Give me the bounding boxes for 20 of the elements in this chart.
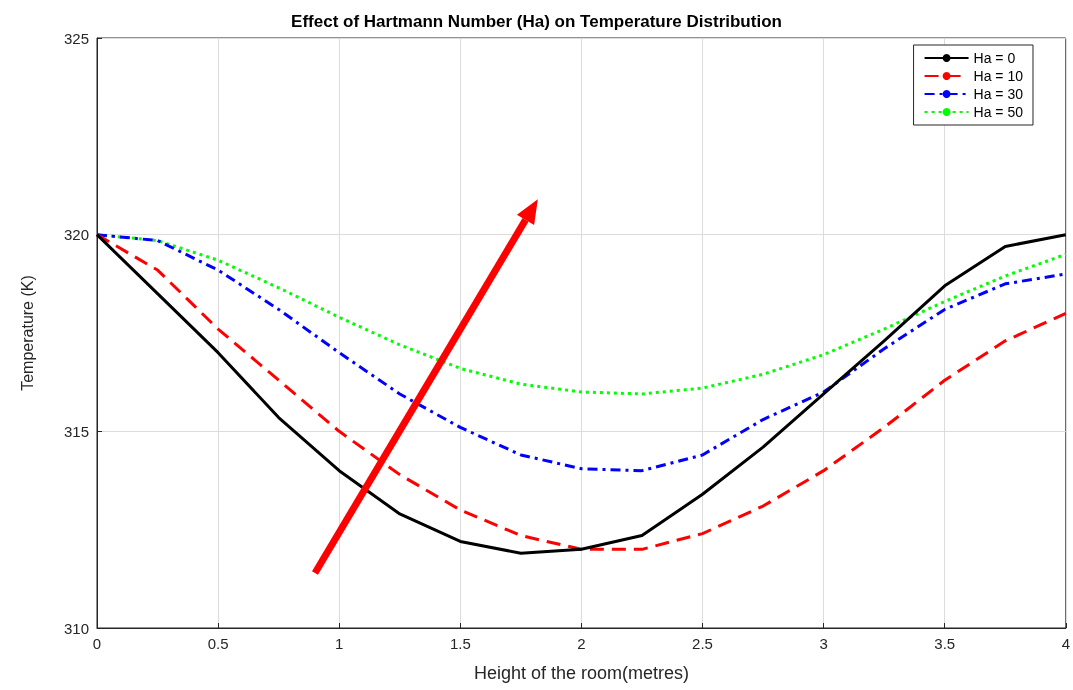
chart-title: Effect of Hartmann Number (Ha) on Temperature Distribution [291, 12, 782, 31]
x-tick-label: 3.5 [934, 635, 956, 652]
legend-label: Ha = 0 [973, 50, 1016, 66]
x-tick-label: 1 [335, 635, 344, 652]
y-tick-label: 325 [63, 29, 89, 47]
legend-label: Ha = 10 [973, 68, 1024, 84]
y-tick-label: 320 [63, 226, 89, 244]
y-tick-label: 310 [63, 619, 89, 637]
legend-label: Ha = 30 [973, 86, 1024, 102]
x-tick-label: 4 [1061, 635, 1070, 652]
y-tick-label: 315 [63, 422, 89, 440]
x-axis-title: Height of the room(metres) [473, 663, 689, 683]
x-tick-label: 1.5 [449, 635, 471, 652]
x-tick-label: 0.5 [207, 635, 229, 652]
y-axis-title: Temperature (K) [18, 275, 36, 391]
x-tick-label: 3 [819, 635, 828, 652]
x-tick-label: 2.5 [692, 635, 713, 652]
x-tick-label: 0 [92, 635, 102, 652]
x-tick-label: 2 [577, 635, 586, 652]
legend-label: Ha = 50 [973, 104, 1024, 120]
